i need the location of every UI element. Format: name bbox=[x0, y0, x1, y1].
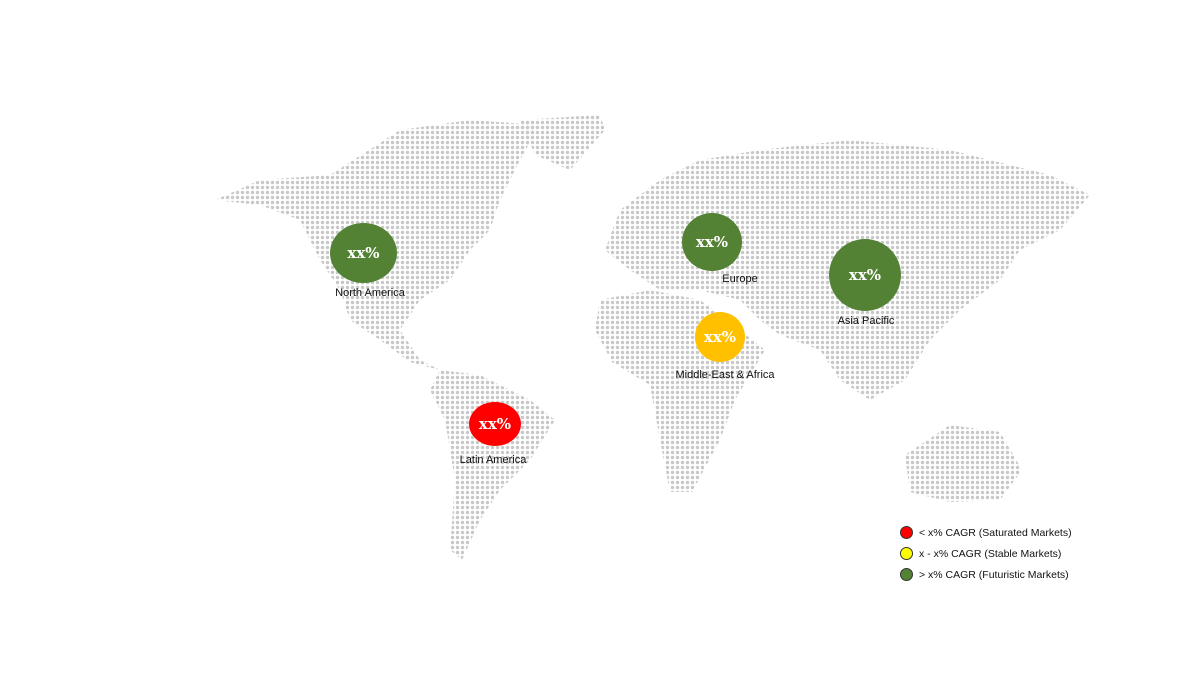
legend-item-futuristic: > x% CAGR (Futuristic Markets) bbox=[900, 564, 1072, 585]
region-label-north-america: North America bbox=[335, 287, 405, 299]
continent-africa bbox=[595, 290, 765, 492]
region-bubble-asia-pacific: xx% bbox=[829, 239, 901, 311]
region-label-middle-east-africa: Middle-East & Africa bbox=[675, 369, 775, 381]
legend-item-saturated: < x% CAGR (Saturated Markets) bbox=[900, 522, 1072, 543]
legend-label: < x% CAGR (Saturated Markets) bbox=[919, 526, 1072, 539]
region-bubble-middle-east-africa: xx% bbox=[695, 312, 745, 362]
continent-south-america bbox=[430, 370, 555, 560]
legend-item-stable: x - x% CAGR (Stable Markets) bbox=[900, 543, 1072, 564]
region-bubble-europe: xx% bbox=[682, 213, 742, 271]
legend-label: x - x% CAGR (Stable Markets) bbox=[919, 547, 1062, 560]
region-label-europe: Europe bbox=[722, 273, 758, 285]
red-dot-icon bbox=[900, 526, 913, 539]
region-bubble-north-america: xx% bbox=[330, 223, 397, 283]
green-dot-icon bbox=[900, 568, 913, 581]
legend: < x% CAGR (Saturated Markets) x - x% CAG… bbox=[900, 522, 1072, 585]
legend-label: > x% CAGR (Futuristic Markets) bbox=[919, 568, 1069, 581]
continent-greenland bbox=[520, 115, 605, 170]
region-label-asia-pacific: Asia Pacific bbox=[837, 315, 895, 327]
continent-australia bbox=[905, 425, 1022, 502]
yellow-dot-icon bbox=[900, 547, 913, 560]
region-bubble-latin-america: xx% bbox=[469, 402, 521, 446]
region-label-latin-america: Latin America bbox=[459, 454, 527, 466]
